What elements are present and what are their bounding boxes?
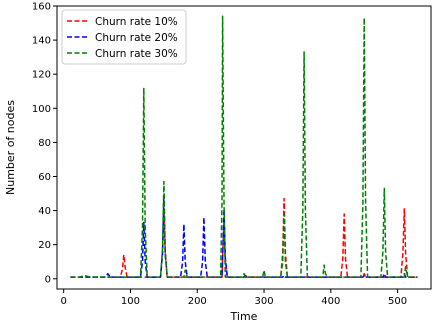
y-axis-ticks: 0 20 40 60 80 100 120 140 160 (32, 2, 57, 285)
y-tick-label: 0 (45, 274, 51, 285)
y-tick-label: 140 (32, 36, 51, 47)
legend-box (61, 9, 187, 65)
plot-frame (56, 5, 432, 290)
x-tick-label: 100 (121, 296, 140, 307)
x-axis-label: Time (230, 310, 258, 323)
series-lines (70, 15, 418, 278)
legend-label: Churn rate 10% (95, 16, 178, 28)
y-tick-label: 20 (38, 240, 51, 251)
x-tick-label: 300 (254, 296, 273, 307)
x-tick-label: 400 (321, 296, 340, 307)
x-tick-label: 500 (388, 296, 407, 307)
y-tick-label: 60 (38, 172, 51, 183)
legend: Churn rate 10% Churn rate 20% Churn rate 3… (61, 9, 187, 65)
y-tick-label: 160 (32, 2, 51, 13)
y-tick-label: 80 (38, 138, 51, 149)
x-tick-label: 0 (60, 296, 66, 307)
series-line-3 (70, 15, 418, 278)
x-tick-label: 200 (188, 296, 207, 307)
legend-label: Churn rate 20% (95, 32, 178, 44)
y-tick-label: 40 (38, 206, 51, 217)
y-axis-label: Number of nodes (4, 100, 17, 195)
x-axis-ticks: 0 100 200 300 400 500 (60, 289, 407, 307)
legend-label: Churn rate 30% (95, 48, 178, 60)
y-tick-label: 120 (32, 70, 51, 81)
y-tick-label: 100 (32, 104, 51, 115)
